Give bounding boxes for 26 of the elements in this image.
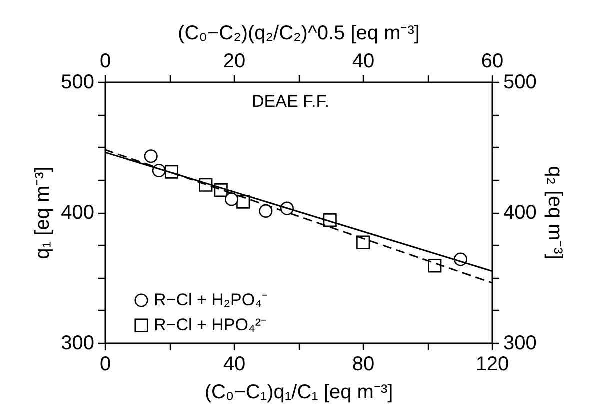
y-tick-label: 400: [61, 202, 94, 224]
x-tick-label: 120: [476, 354, 510, 376]
x-axis-title: (C₀−C₁)q₁/C₁ [eq m⁻³]: [204, 382, 394, 404]
y2-tick-label: 300: [504, 332, 537, 354]
point: [259, 204, 273, 218]
legend-label: R−Cl + H₂PO₄⁻: [154, 290, 268, 310]
x2-tick-label: 60: [481, 50, 504, 72]
y-tick-label: 300: [61, 332, 94, 354]
annotation: DEAE F.F.: [252, 92, 330, 111]
x-tick-label: 80: [352, 354, 375, 376]
point: [144, 150, 158, 164]
y-tick-label: 500: [61, 72, 94, 94]
y-axis-title: q₁ [eq m⁻³]: [32, 166, 54, 260]
x2-tick-label: 20: [223, 50, 246, 72]
y2-axis-title: q₂ [eq m⁻³]: [544, 166, 566, 260]
legend-label: R−Cl + HPO₄²⁻: [154, 316, 268, 334]
y2-tick-label: 500: [504, 72, 537, 94]
x2-axis-title: (C₀−C₂)(q₂/C₂)^0.5 [eq m⁻³]: [178, 22, 420, 44]
point: [356, 236, 370, 250]
x2-tick-label: 40: [352, 50, 375, 72]
x-tick-label: 40: [223, 354, 246, 376]
point: [428, 259, 442, 273]
x2-tick-label: 0: [100, 50, 112, 72]
x-tick-label: 0: [100, 354, 112, 376]
point: [224, 192, 239, 206]
y2-tick-label: 400: [504, 202, 537, 224]
